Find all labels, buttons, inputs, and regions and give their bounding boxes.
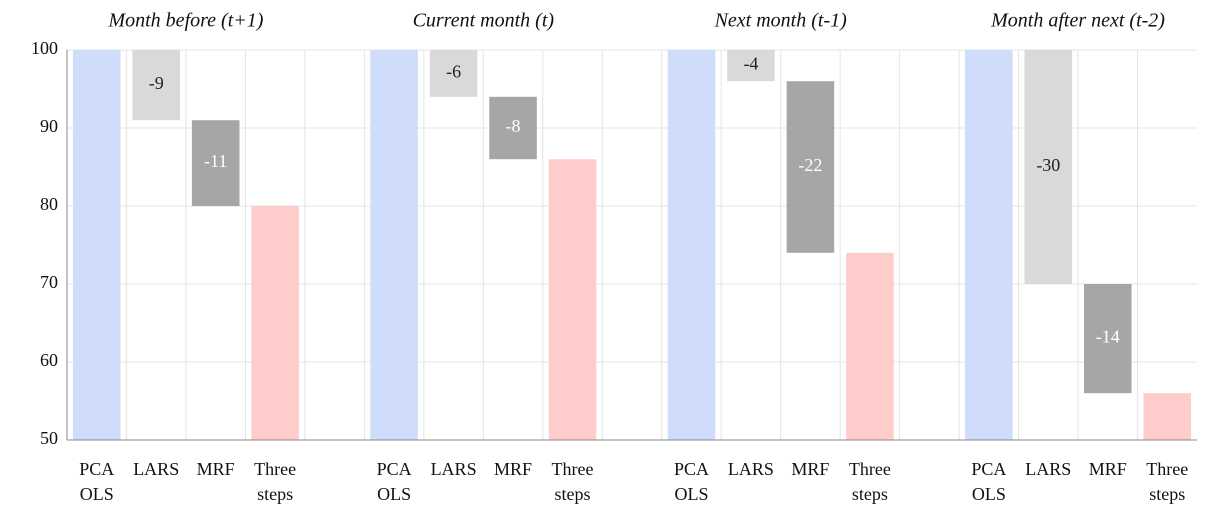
bar (1024, 50, 1073, 284)
bar (965, 50, 1013, 440)
bar (1084, 284, 1132, 394)
x-tick-label: PCA OLS (376, 459, 412, 504)
bar (489, 96, 537, 160)
value-label: -30 (1036, 155, 1060, 175)
bar (370, 50, 418, 440)
value-label: -8 (506, 116, 521, 136)
x-tick-label: Three steps (1146, 459, 1189, 504)
panel-title: Next month (t-1) (714, 10, 848, 32)
y-tick-label: 90 (40, 116, 58, 136)
x-tick-label: Three steps (551, 459, 594, 504)
value-label: -4 (743, 54, 758, 74)
x-tick-label: LARS (727, 459, 774, 479)
x-tick-label: PCA OLS (673, 459, 709, 504)
x-tick-label: LARS (133, 459, 180, 479)
bar (132, 50, 180, 121)
panel-title: Current month (t) (413, 10, 555, 32)
x-tick-label: PCA OLS (79, 459, 115, 504)
bar (72, 50, 121, 440)
value-label: -22 (798, 155, 822, 175)
x-tick-label: MRF (494, 459, 533, 479)
x-tick-label: Three steps (848, 459, 891, 504)
bar (251, 206, 299, 440)
x-tick-label: MRF (1088, 459, 1127, 479)
y-tick-label: 70 (40, 272, 58, 292)
x-tick-label: LARS (430, 459, 477, 479)
value-label: -9 (149, 73, 164, 93)
bar (846, 252, 894, 440)
x-tick-label: Three steps (254, 459, 297, 504)
y-tick-label: 50 (40, 428, 58, 448)
y-tick-label: 80 (40, 194, 58, 214)
y-tick-label: 100 (31, 38, 58, 58)
panel-title: Month before (t+1) (107, 10, 263, 32)
value-label: -6 (446, 62, 461, 82)
bar (1143, 393, 1192, 440)
value-label: -14 (1096, 327, 1120, 347)
bar (191, 120, 240, 206)
y-tick-label: 60 (40, 350, 58, 370)
x-tick-label: MRF (791, 459, 830, 479)
bar (429, 50, 478, 97)
value-label: -11 (204, 151, 227, 171)
x-tick-label: PCA OLS (971, 459, 1007, 504)
bar (786, 81, 835, 253)
bar (548, 159, 597, 440)
x-tick-label: LARS (1025, 459, 1072, 479)
x-tick-label: MRF (196, 459, 235, 479)
bar (667, 50, 716, 440)
bar (727, 50, 775, 82)
panel-title: Month after next (t-2) (990, 10, 1165, 32)
